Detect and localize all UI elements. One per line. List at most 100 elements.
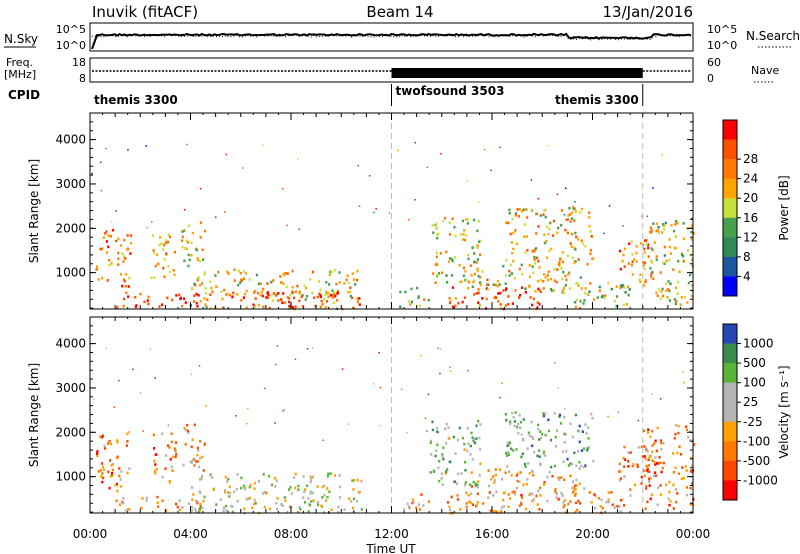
scatter-cell	[498, 283, 501, 286]
scatter-cell	[633, 258, 636, 261]
scatter-cell	[427, 298, 430, 302]
scatter-cell	[522, 208, 525, 211]
scatter-cell	[518, 413, 521, 417]
scatter-cell	[444, 427, 447, 431]
scatter-cell	[328, 283, 331, 286]
scatter-cell	[257, 282, 260, 286]
scatter-cell	[147, 295, 150, 299]
scatter-cell	[351, 506, 355, 510]
scatter-cell	[584, 464, 587, 467]
colorbar-segment	[723, 402, 737, 423]
scatter-cell	[212, 488, 215, 491]
scatter-outlier	[406, 432, 408, 434]
scatter-cell	[511, 217, 514, 221]
scatter-cell	[543, 273, 546, 276]
scatter-cell	[446, 280, 449, 284]
scatter-cell	[193, 457, 196, 461]
scatter-cell	[588, 290, 591, 293]
scatter-cell	[559, 422, 563, 425]
scatter-cell	[643, 445, 646, 448]
scatter-cell	[634, 483, 637, 487]
scatter-cell	[191, 287, 194, 291]
scatter-cell	[203, 273, 206, 276]
scatter-cell	[186, 429, 189, 433]
scatter-cell	[570, 232, 574, 236]
scatter-cell	[160, 242, 163, 245]
scatter-outlier	[286, 224, 288, 227]
scatter-cell	[106, 442, 109, 445]
scatter-cell	[543, 208, 546, 212]
scatter-cell	[539, 486, 542, 490]
scatter-cell	[299, 507, 302, 511]
scatter-cell	[195, 248, 198, 252]
scatter-cell	[203, 443, 206, 446]
scatter-cell	[515, 242, 519, 246]
scatter-cell	[101, 472, 104, 475]
scatter-cell	[565, 449, 568, 453]
scatter-cell	[155, 253, 159, 257]
scatter-cell	[201, 474, 204, 478]
scatter-outlier	[186, 143, 188, 146]
scatter-cell	[619, 499, 623, 502]
scatter-cell	[191, 459, 194, 462]
scatter-cell	[553, 279, 556, 283]
scatter-cell	[110, 474, 113, 478]
scatter-outlier	[372, 383, 375, 385]
scatter-cell	[429, 439, 433, 443]
scatter-cell	[655, 255, 658, 258]
scatter-cell	[274, 476, 277, 480]
scatter-cell	[583, 292, 587, 295]
scatter-cell	[431, 420, 434, 424]
scatter-outlier	[499, 396, 501, 399]
scatter-cell	[294, 305, 297, 309]
scatter-cell	[692, 443, 696, 446]
scatter-cell	[314, 304, 317, 308]
nsearch-tick-bottom: 10^0	[707, 39, 737, 52]
scatter-cell	[303, 501, 307, 504]
scatter-cell	[532, 473, 535, 477]
scatter-cell	[574, 210, 577, 213]
scatter-cell	[640, 482, 643, 485]
scatter-outlier	[466, 180, 468, 182]
scatter-cell	[622, 253, 625, 257]
scatter-cell	[228, 495, 231, 498]
scatter-cell	[451, 286, 454, 289]
scatter-cell	[496, 284, 499, 288]
scatter-cell	[199, 491, 202, 495]
scatter-cell	[674, 302, 677, 306]
scatter-cell	[116, 439, 119, 442]
scatter-cell	[215, 285, 218, 288]
scatter-cell	[492, 494, 495, 497]
scatter-cell	[580, 239, 583, 243]
scatter-cell	[510, 447, 513, 451]
scatter-cell	[668, 480, 671, 484]
scatter-cell	[542, 483, 545, 486]
scatter-cell	[472, 280, 475, 284]
scatter-cell	[587, 293, 590, 296]
scatter-cell	[240, 476, 243, 480]
scatter-cell	[518, 208, 521, 211]
scatter-cell	[479, 447, 482, 451]
scatter-cell	[528, 275, 532, 279]
scatter-cell	[458, 280, 461, 284]
scatter-cell	[189, 460, 192, 463]
scatter-cell	[573, 489, 576, 492]
scatter-cell	[471, 436, 474, 439]
scatter-cell	[176, 505, 179, 509]
scatter-cell	[233, 490, 236, 494]
nsearch-tick-top: 10^5	[707, 23, 737, 36]
scatter-cell	[336, 291, 339, 295]
scatter-cell	[242, 484, 245, 488]
scatter-cell	[623, 445, 626, 449]
scatter-cell	[510, 474, 513, 477]
scatter-cell	[288, 488, 291, 491]
scatter-outlier	[294, 358, 297, 360]
scatter-cell	[192, 300, 196, 303]
scatter-cell	[654, 471, 657, 474]
scatter-cell	[319, 294, 322, 297]
scatter-cell	[682, 476, 685, 480]
scatter-cell	[508, 274, 511, 277]
scatter-cell	[590, 412, 593, 416]
scatter-cell	[485, 287, 488, 290]
scatter-cell	[194, 499, 198, 503]
